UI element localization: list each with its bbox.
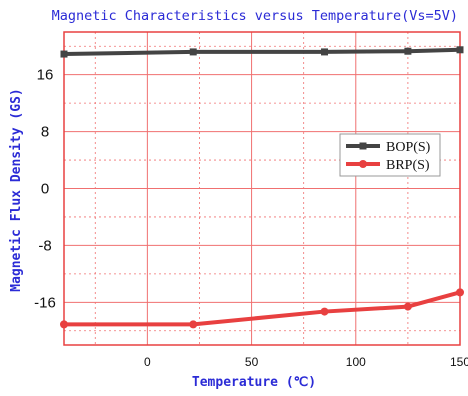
y-axis-label: Magnetic Flux Density (GS) [9,88,24,292]
legend: BOP(S) BRP(S) [339,133,441,177]
x-tick-labels: 0 50 100 150 [144,355,468,369]
data-point-brp [60,320,68,329]
legend-label-brp: BRP(S) [386,158,430,173]
data-point-brp [320,307,329,316]
legend-label-bop: BOP(S) [386,140,431,155]
legend-marker-brp [359,160,367,168]
data-point-brp [403,302,412,311]
data-point-bop [456,46,464,54]
series-line-brp [64,290,461,327]
data-point-brp [456,288,464,297]
data-point-bop [404,47,412,55]
x-tick-label: 0 [144,355,151,369]
x-axis-label: Temperature (℃) [192,375,316,390]
series-line-bop [63,47,461,57]
y-tick-label: 0 [41,181,49,198]
legend-marker-bop [359,142,367,150]
data-point-brp [189,320,198,329]
x-tick-label: 150 [450,355,468,369]
x-tick-label: 100 [346,355,366,369]
y-tick-label: 16 [37,67,54,84]
legend-box [339,133,441,177]
y-tick-label: -16 [34,294,56,311]
data-point-bop [321,48,329,56]
y-tick-label: -8 [38,237,51,254]
data-point-bop [189,48,197,56]
x-tick-label: 50 [245,355,259,369]
y-tick-label: 8 [41,124,49,141]
chart-title: Magnetic Characteristics versus Temperat… [52,8,458,24]
data-point-bop [60,50,68,58]
series [60,46,464,329]
grid [64,32,460,345]
y-tick-labels: 16 8 0 -8 -16 [34,67,56,312]
plot-frame [63,31,461,346]
